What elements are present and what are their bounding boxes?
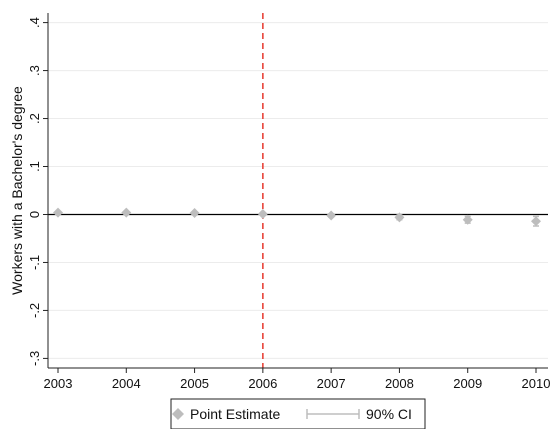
x-tick-label: 2008 [385, 376, 414, 391]
y-tick-label: .2 [27, 113, 42, 124]
legend-ci-icon [306, 409, 360, 419]
legend-box [170, 398, 426, 429]
point-estimate-diamond [121, 207, 132, 218]
y-tick-labels: .4 .3 .2 .1 0 -.1 -.2 -.3 [27, 17, 42, 366]
point-estimate-diamond [326, 210, 337, 221]
x-tick-label: 2010 [522, 376, 551, 391]
point-estimate-diamond [189, 208, 200, 219]
x-tick-label: 2009 [453, 376, 482, 391]
y-tick-label: -.2 [27, 303, 42, 318]
x-tick-label: 2007 [317, 376, 346, 391]
grid-lines [48, 22, 548, 359]
x-tick-label: 2003 [44, 376, 73, 391]
y-tick-label: .3 [27, 65, 42, 76]
legend-label-90-ci: 90% CI [366, 406, 412, 422]
point-estimate-diamond [53, 207, 63, 218]
x-tick-labels: 2003 2004 2005 2006 2007 2008 2009 2010 [44, 376, 551, 391]
axes [43, 13, 548, 373]
point-estimate-diamond [257, 209, 268, 220]
legend-diamond-icon [172, 408, 184, 420]
x-tick-label: 2004 [112, 376, 141, 391]
y-tick-label: .4 [27, 17, 42, 28]
legend-label-point-estimate: Point Estimate [190, 406, 280, 422]
point-estimate-diamond [394, 212, 405, 223]
point-estimate-diamond [531, 216, 541, 227]
y-tick-label: .1 [27, 161, 42, 172]
x-tick-label: 2005 [180, 376, 209, 391]
legend: Point Estimate 90% CI [170, 398, 426, 429]
y-tick-label: -.3 [27, 351, 42, 366]
data-marks [53, 207, 541, 227]
y-axis-title: Workers with a Bachelor's degree [9, 86, 25, 295]
x-tick-label: 2006 [248, 376, 277, 391]
y-tick-label: -.1 [27, 255, 42, 270]
point-estimate-diamond [462, 214, 473, 225]
y-tick-label: 0 [27, 211, 42, 218]
